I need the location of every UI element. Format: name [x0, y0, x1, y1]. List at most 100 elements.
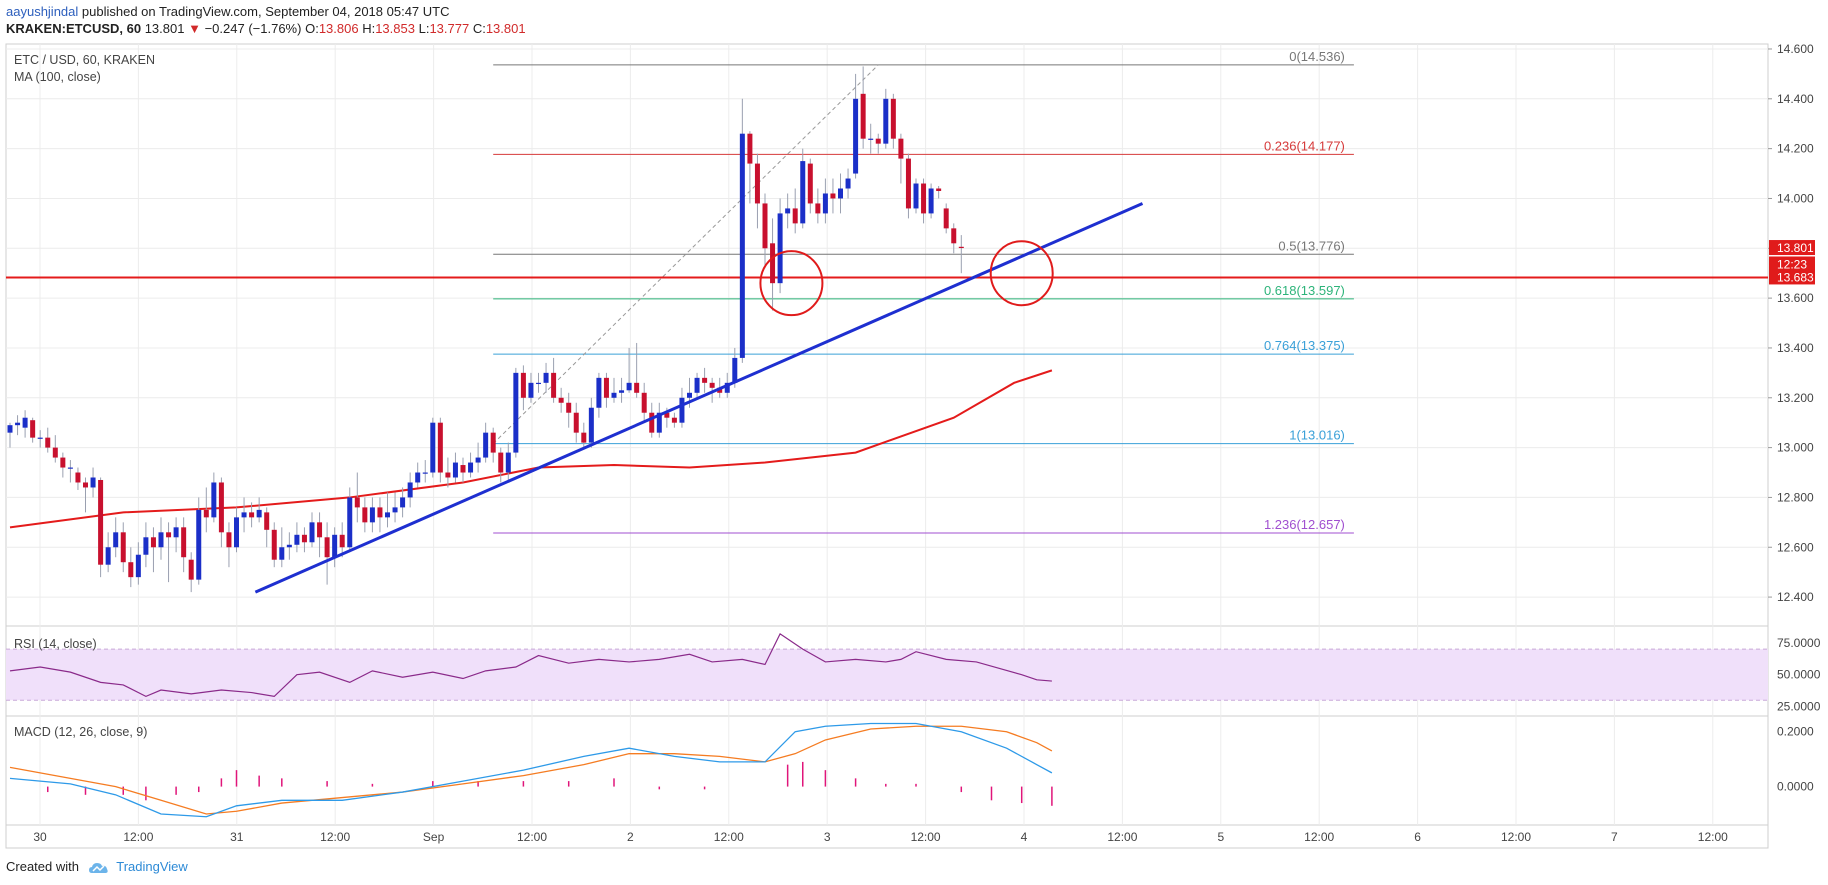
candle-body: [128, 562, 134, 578]
candle-body: [905, 158, 911, 209]
candle: [520, 365, 526, 411]
plot-border: [5, 43, 1769, 849]
price-tick-label: 13.000: [1777, 441, 1814, 455]
ma-legend: MA (100, close): [14, 70, 101, 84]
candle-body: [286, 544, 292, 548]
candle: [105, 532, 111, 573]
candle-body: [294, 534, 300, 545]
low-label: L:: [418, 21, 430, 36]
ohlc-line: KRAKEN:ETCUSD, 60 13.801 ▼ −0.247 (−1.76…: [6, 21, 526, 36]
candle-body: [936, 188, 942, 191]
highlight-circle: [989, 240, 1054, 307]
candle: [634, 342, 640, 398]
candle-body: [671, 417, 677, 423]
candle-body: [558, 397, 564, 403]
candle-body: [483, 432, 489, 458]
candle: [694, 372, 700, 398]
candle: [747, 131, 753, 204]
candle-body: [437, 422, 443, 473]
candle: [415, 462, 421, 488]
down-triangle-icon: ▼: [188, 21, 201, 36]
candle-body: [687, 392, 692, 398]
trendline[interactable]: [254, 202, 1144, 594]
candle: [90, 467, 96, 498]
candle: [173, 517, 179, 553]
candle: [936, 186, 942, 199]
candle-body: [30, 420, 36, 438]
date-tick-label: 12:00: [911, 830, 941, 844]
candle-body: [822, 193, 828, 214]
fib-trend-line: [492, 64, 879, 444]
candle: [536, 372, 541, 393]
created-with-text: Created with: [6, 859, 79, 874]
candle-body: [498, 452, 504, 473]
candle: [385, 492, 390, 528]
candle-body: [460, 465, 466, 473]
open-value: 13.806: [318, 21, 359, 36]
candle: [203, 487, 209, 533]
candle: [475, 442, 481, 473]
candle: [619, 377, 625, 403]
candle: [890, 93, 896, 149]
candle-body: [67, 467, 73, 469]
date-tick-label: 12:00: [1501, 830, 1531, 844]
low-value: 13.777: [429, 21, 470, 36]
candle: [143, 522, 149, 568]
candle-body: [649, 412, 655, 433]
fib-level-label: 1.236(12.657): [1264, 517, 1345, 532]
fibonacci-retracement[interactable]: 0(14.536) 0.236(14.177) 0.5(13.776) 0.618(1…: [492, 49, 1354, 534]
candle-body: [958, 246, 964, 249]
candle-body: [226, 532, 232, 548]
candle-body: [181, 527, 187, 558]
footer: Created with TradingView: [6, 859, 188, 874]
candle: [98, 477, 104, 578]
candle-body: [150, 537, 156, 548]
author-link[interactable]: aayushjindal: [6, 4, 79, 19]
candle: [75, 467, 81, 490]
candle-body: [135, 554, 141, 578]
candle: [513, 367, 519, 458]
candle: [324, 522, 330, 585]
candle-body: [196, 509, 202, 580]
candle-body: [166, 532, 172, 538]
candle-body: [203, 509, 209, 518]
macd-tick-label: 0.2000: [1777, 725, 1814, 739]
candle-body: [407, 482, 413, 498]
candle-body: [551, 372, 557, 398]
candle-body: [339, 534, 345, 548]
candle: [158, 517, 164, 560]
candle: [234, 507, 239, 553]
date-tick-label: 12:00: [1107, 830, 1137, 844]
date-tick-label: 5: [1217, 830, 1224, 844]
macd-signal-line: [9, 725, 1053, 815]
candle: [822, 178, 828, 224]
candle: [928, 183, 934, 219]
candle: [807, 158, 813, 214]
date-tick-label: 12:00: [320, 830, 350, 844]
candle: [951, 223, 957, 254]
candle-body: [875, 138, 881, 144]
highlight-circle: [759, 250, 824, 317]
candle: [581, 422, 587, 448]
candle: [921, 178, 927, 224]
candle: [294, 522, 300, 553]
candle-body: [588, 407, 594, 443]
candle: [128, 547, 134, 588]
candle-body: [898, 138, 904, 159]
candle: [490, 427, 496, 463]
date-tick-label: 31: [230, 830, 244, 844]
macd-pane: [9, 722, 1053, 818]
candle: [430, 417, 436, 478]
candle: [838, 173, 843, 214]
candle-body: [596, 377, 602, 408]
candle: [679, 387, 685, 428]
annotation-circles[interactable]: [759, 240, 1054, 317]
candle-body: [528, 382, 534, 398]
candle-body: [732, 357, 738, 383]
high-value: 13.853: [375, 21, 415, 36]
tradingview-link[interactable]: TradingView: [116, 859, 188, 874]
symbol-label: KRAKEN:ETCUSD, 60: [6, 21, 142, 36]
fib-level-label: 1(13.016): [1289, 428, 1345, 443]
candle: [845, 168, 851, 199]
